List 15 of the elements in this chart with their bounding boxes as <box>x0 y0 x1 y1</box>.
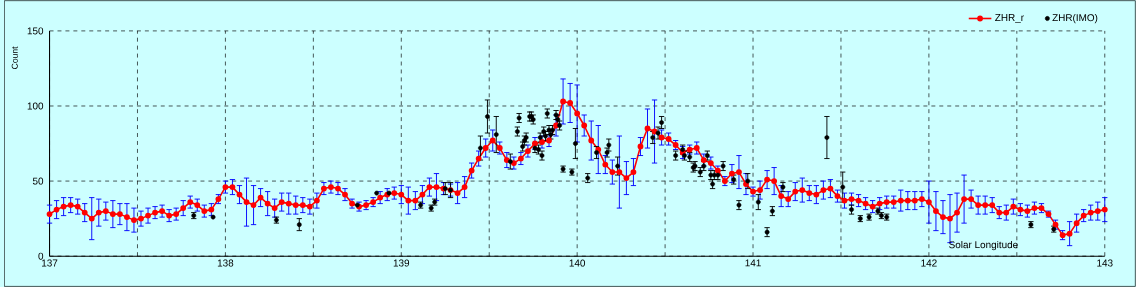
y-tick-label: 0 <box>38 252 44 260</box>
y-tick-label: 100 <box>27 102 44 110</box>
y-axis-title: Count <box>11 46 18 69</box>
y-tick-label: 150 <box>27 27 44 35</box>
x-tick-label: 137 <box>42 259 58 267</box>
y-tick-label: 50 <box>32 177 44 185</box>
x-tick-label: 141 <box>745 259 761 267</box>
x-tick-label: 142 <box>921 259 937 267</box>
x-tick-label: 140 <box>569 259 586 267</box>
x-tick-label: 143 <box>1097 259 1113 267</box>
x-tick-label: 139 <box>393 259 410 267</box>
x-axis-title: Solar Longitude <box>949 240 1018 251</box>
legend-label: ZHR(IMO) <box>1052 13 1098 24</box>
legend-label: ZHR_r <box>995 14 1024 23</box>
x-tick-label: 138 <box>217 259 234 267</box>
